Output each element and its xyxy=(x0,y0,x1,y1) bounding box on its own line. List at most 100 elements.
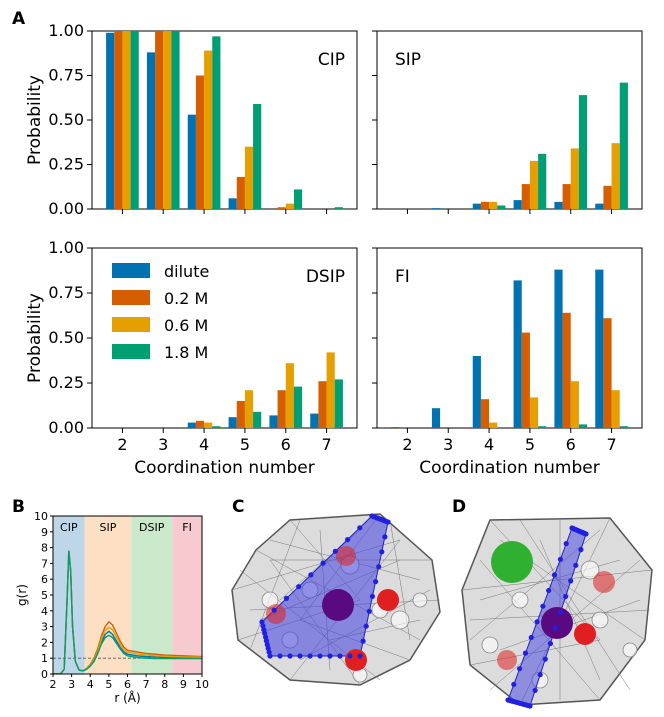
y-tick-label: 1 xyxy=(41,652,48,665)
blue-dot xyxy=(532,687,538,694)
y-tick-label: 3 xyxy=(41,621,48,634)
bar-02M-4 xyxy=(480,399,490,428)
legend-label-1-8m: 1.8 M xyxy=(164,343,208,362)
blue-dot xyxy=(546,587,552,594)
y-tick-label: 0.00 xyxy=(48,418,84,437)
subplot-title: FI xyxy=(395,267,410,287)
y-tick-label: 0.25 xyxy=(48,373,84,392)
blue-dot xyxy=(308,572,314,578)
y-tick-label: 0 xyxy=(41,668,48,681)
blue-dot xyxy=(369,593,375,600)
bar-dilute-3 xyxy=(431,408,441,428)
region-label: SIP xyxy=(100,521,117,534)
bar-02M-5 xyxy=(236,176,245,209)
bar-18M-5 xyxy=(253,411,262,428)
x-tick-label: 2 xyxy=(402,435,412,454)
region-label: FI xyxy=(182,521,192,534)
bar-06M-6 xyxy=(570,381,579,428)
bar-02M-6 xyxy=(562,184,571,209)
central-ion xyxy=(541,607,573,639)
bar-dilute-6 xyxy=(554,269,563,428)
bar-18M-2 xyxy=(130,31,139,209)
bar-06M-7 xyxy=(611,390,620,428)
subplot-cip: 0.00 0.25 0.50 0.75 1.00 CIP Probability xyxy=(25,21,358,218)
region-cip xyxy=(53,516,85,674)
bar-06M-2 xyxy=(122,31,131,209)
central-ion xyxy=(322,589,354,621)
red-ion-center xyxy=(574,623,596,645)
blue-dot xyxy=(296,584,302,590)
y-tick-label: 0.75 xyxy=(48,283,84,302)
blue-dot xyxy=(583,531,589,537)
panel-label-c: C xyxy=(232,497,244,517)
blue-dot xyxy=(578,547,584,553)
blue-dot xyxy=(337,653,343,659)
x-tick-label: 3 xyxy=(443,435,453,454)
bar-dilute-3 xyxy=(146,52,156,209)
blue-dot xyxy=(347,653,353,659)
x-tick-label: 3 xyxy=(158,435,168,454)
bar-06M-6 xyxy=(285,203,294,209)
bar-dilute-2 xyxy=(106,32,115,209)
bar-06M-4 xyxy=(204,422,213,428)
rdf-line-18M xyxy=(53,550,202,674)
blue-dot xyxy=(537,672,543,678)
x-tick-label: 5 xyxy=(525,435,535,454)
legend-swatch-0-6m xyxy=(112,317,150,332)
bar-dilute-7 xyxy=(595,269,604,428)
bar-dilute-4 xyxy=(472,356,481,428)
blue-dot xyxy=(528,634,534,641)
bar-dilute-6 xyxy=(554,201,563,209)
rdf-lines xyxy=(53,550,202,674)
y-tick-label: 8 xyxy=(41,542,48,555)
x-axis-label: r (Å) xyxy=(114,690,140,705)
bar-06M-5 xyxy=(244,146,254,209)
panel-label-a: A xyxy=(12,9,26,29)
legend: dilute 0.2 M 0.6 M 1.8 M xyxy=(112,262,209,362)
green-ion xyxy=(491,541,533,583)
region-fi xyxy=(172,516,202,674)
blue-dot xyxy=(547,640,554,647)
y-tick-label: 9 xyxy=(41,526,48,539)
bar-18M-7 xyxy=(619,82,628,209)
blue-dot xyxy=(360,638,366,644)
x-tick-label: 4 xyxy=(87,678,94,691)
x-tick-label: 7 xyxy=(606,435,616,454)
y-tick-label: 6 xyxy=(41,573,48,586)
panel-label-b: B xyxy=(12,497,25,517)
y-tick-label: 1.00 xyxy=(48,238,84,257)
y-axis-label: g(r) xyxy=(15,584,29,606)
x-tick-label: 10 xyxy=(195,678,209,691)
blue-dot xyxy=(563,593,569,600)
blue-dot xyxy=(542,656,548,662)
bar-dilute-4 xyxy=(472,203,481,209)
blue-dot xyxy=(320,560,326,566)
blue-dot xyxy=(317,653,323,659)
bar-18M-6 xyxy=(578,95,588,209)
x-tick-label: 8 xyxy=(161,678,168,691)
y-tick-label: 2 xyxy=(41,636,48,649)
bar-18M-4 xyxy=(497,205,506,209)
x-tick-label: 2 xyxy=(117,435,127,454)
legend-swatch-dilute xyxy=(112,263,150,278)
legend-swatch-0-2m xyxy=(112,290,150,305)
bar-18M-6 xyxy=(293,189,303,209)
legend-label-dilute: dilute xyxy=(164,262,209,281)
blue-dot xyxy=(557,609,564,615)
blue-dot xyxy=(511,681,517,688)
y-axis-label: Probability xyxy=(25,75,45,165)
bar-dilute-5 xyxy=(513,200,522,209)
x-tick-label: 5 xyxy=(240,435,250,454)
red-ion-right xyxy=(377,589,399,611)
blue-dot xyxy=(287,653,293,659)
bar-02M-4 xyxy=(195,420,205,428)
y-tick-label: 10 xyxy=(34,510,48,523)
bar-02M-5 xyxy=(521,332,530,428)
bar-06M-4 xyxy=(489,201,498,209)
y-tick-label: 0.50 xyxy=(48,328,84,347)
subplot-sip: SIP xyxy=(372,30,643,214)
bar-dilute-4 xyxy=(187,422,196,428)
bar-06M-5 xyxy=(244,390,254,428)
bar-02M-6 xyxy=(277,207,286,209)
